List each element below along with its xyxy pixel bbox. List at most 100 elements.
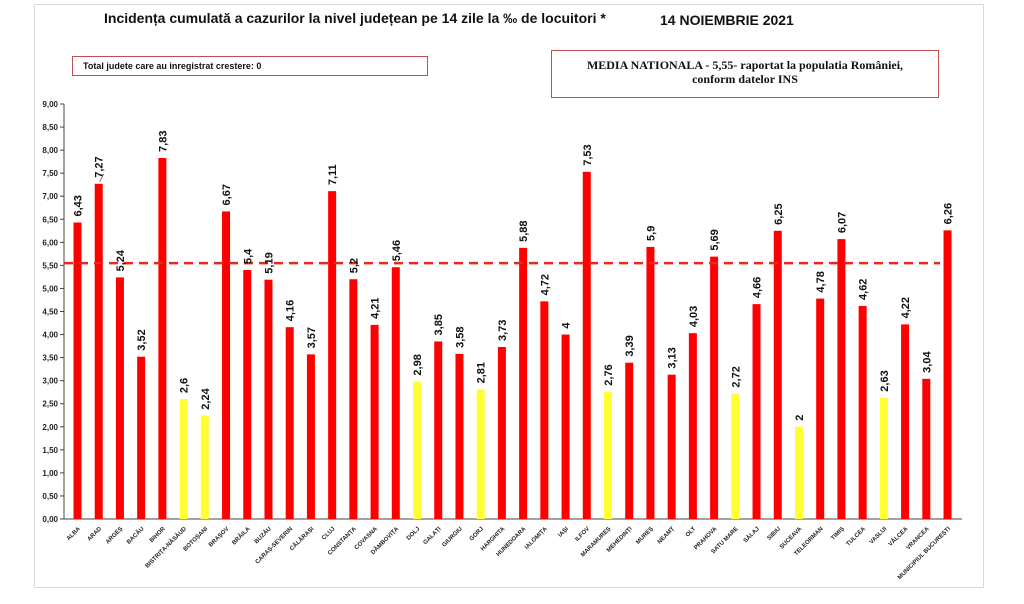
x-category-label: BISTRIȚA-NĂSĂUD bbox=[144, 525, 189, 570]
bar bbox=[476, 389, 485, 519]
data-label: 2,76 bbox=[603, 364, 615, 385]
y-tick-label: 6,50 bbox=[42, 215, 58, 224]
data-label: 3,13 bbox=[667, 347, 679, 368]
bar bbox=[943, 230, 952, 519]
bar bbox=[794, 426, 803, 519]
bar bbox=[349, 279, 358, 519]
chart-date: 14 NOIEMBRIE 2021 bbox=[660, 12, 794, 28]
x-category-label: CLUJ bbox=[321, 526, 336, 541]
y-tick-label: 3,50 bbox=[42, 354, 58, 363]
bar bbox=[434, 341, 443, 519]
data-label: 4,22 bbox=[900, 297, 912, 318]
data-label: 2,72 bbox=[730, 366, 742, 387]
data-label: 4,72 bbox=[539, 274, 551, 295]
bar bbox=[858, 305, 867, 519]
data-label: 3,57 bbox=[306, 327, 318, 348]
bar bbox=[519, 247, 528, 519]
data-label: 2,98 bbox=[412, 354, 424, 375]
x-category-label: GORJ bbox=[469, 526, 485, 542]
bar bbox=[158, 157, 167, 519]
data-label: 4,78 bbox=[815, 271, 827, 292]
y-tick-label: 8,00 bbox=[42, 146, 58, 155]
data-label: 5,88 bbox=[518, 220, 530, 241]
bar bbox=[922, 378, 931, 519]
data-label: 3,85 bbox=[433, 314, 445, 335]
data-label: 4,16 bbox=[285, 300, 297, 321]
bar bbox=[752, 304, 761, 519]
bar bbox=[604, 391, 612, 519]
x-category-label: BUZĂU bbox=[253, 525, 273, 545]
x-category-label: BACĂU bbox=[125, 525, 145, 545]
national-average-line-1: MEDIA NATIONALA - 5,55- raportat la popu… bbox=[586, 58, 904, 72]
data-label: 6,07 bbox=[836, 212, 848, 233]
data-label: 2,6 bbox=[179, 378, 191, 393]
data-label: 6,26 bbox=[943, 203, 955, 224]
bar bbox=[328, 191, 337, 519]
y-tick-label: 1,00 bbox=[42, 469, 58, 478]
bar bbox=[901, 324, 910, 519]
x-category-label: BRĂILA bbox=[231, 525, 252, 546]
data-label: 5,9 bbox=[645, 226, 657, 241]
x-category-label: IAȘI bbox=[557, 526, 570, 539]
x-category-label: TULCEA bbox=[846, 526, 868, 548]
bar bbox=[731, 393, 740, 519]
chart-title: Incidența cumulată a cazurilor la nivel … bbox=[104, 10, 606, 26]
data-label: 4,66 bbox=[752, 277, 764, 298]
bar bbox=[879, 397, 888, 519]
x-category-label: CARAȘ-SEVERIN bbox=[255, 526, 294, 565]
x-category-label: ILFOV bbox=[574, 526, 591, 543]
y-tick-label: 5,50 bbox=[42, 261, 58, 270]
y-tick-label: 2,00 bbox=[42, 423, 58, 432]
chart-frame bbox=[34, 4, 984, 588]
x-category-label: IALOMIȚA bbox=[524, 526, 549, 551]
x-category-label: BRAȘOV bbox=[208, 526, 230, 548]
data-label: 6,43 bbox=[73, 195, 85, 216]
bar bbox=[455, 353, 464, 519]
bar bbox=[582, 171, 591, 520]
national-average-note: MEDIA NATIONALA - 5,55- raportat la popu… bbox=[551, 50, 939, 98]
x-category-label: VÂLCEA bbox=[887, 525, 910, 548]
data-label: 4,62 bbox=[858, 279, 870, 300]
bar bbox=[222, 211, 231, 519]
bar bbox=[264, 279, 273, 519]
x-category-label: SĂLAJ bbox=[742, 525, 761, 544]
y-tick-label: 0,00 bbox=[42, 515, 58, 524]
y-tick-label: 2,50 bbox=[42, 400, 58, 409]
data-label: 5,4 bbox=[242, 248, 254, 264]
data-label: 4,03 bbox=[688, 306, 700, 327]
x-category-label: MUREȘ bbox=[635, 526, 655, 546]
bar bbox=[73, 222, 82, 519]
data-label: 7,27 bbox=[94, 156, 106, 177]
data-label: 5,24 bbox=[115, 249, 127, 271]
bar bbox=[688, 333, 697, 519]
x-category-label: ARGEȘ bbox=[105, 526, 124, 545]
y-tick-label: 8,50 bbox=[42, 123, 58, 132]
y-tick-label: 9,00 bbox=[42, 100, 58, 109]
bar bbox=[413, 381, 422, 519]
data-label: 7,53 bbox=[582, 144, 594, 165]
bar bbox=[137, 356, 146, 519]
x-category-label: OLT bbox=[685, 526, 698, 539]
data-label: 4,21 bbox=[370, 297, 382, 318]
y-tick-label: 5,00 bbox=[42, 284, 58, 293]
y-tick-label: 4,50 bbox=[42, 308, 58, 317]
bar bbox=[540, 301, 549, 519]
data-label: 4 bbox=[561, 322, 573, 329]
data-label: 6,67 bbox=[221, 184, 233, 205]
x-category-label: ARAD bbox=[87, 526, 104, 543]
y-tick-label: 1,50 bbox=[42, 446, 58, 455]
bar bbox=[497, 347, 506, 519]
bar bbox=[667, 374, 676, 519]
data-label: 5,19 bbox=[263, 252, 275, 273]
bar bbox=[200, 415, 209, 519]
bar bbox=[243, 270, 252, 519]
bar bbox=[179, 399, 188, 519]
x-category-label: BIHOR bbox=[149, 526, 167, 544]
label-leader-line bbox=[99, 173, 105, 182]
national-average-line-2: conform datelor INS bbox=[692, 72, 798, 86]
bar bbox=[646, 246, 655, 519]
x-category-label: TIMIȘ bbox=[830, 526, 846, 542]
data-label: 2,24 bbox=[200, 387, 212, 409]
x-category-label: DOLJ bbox=[406, 526, 422, 542]
